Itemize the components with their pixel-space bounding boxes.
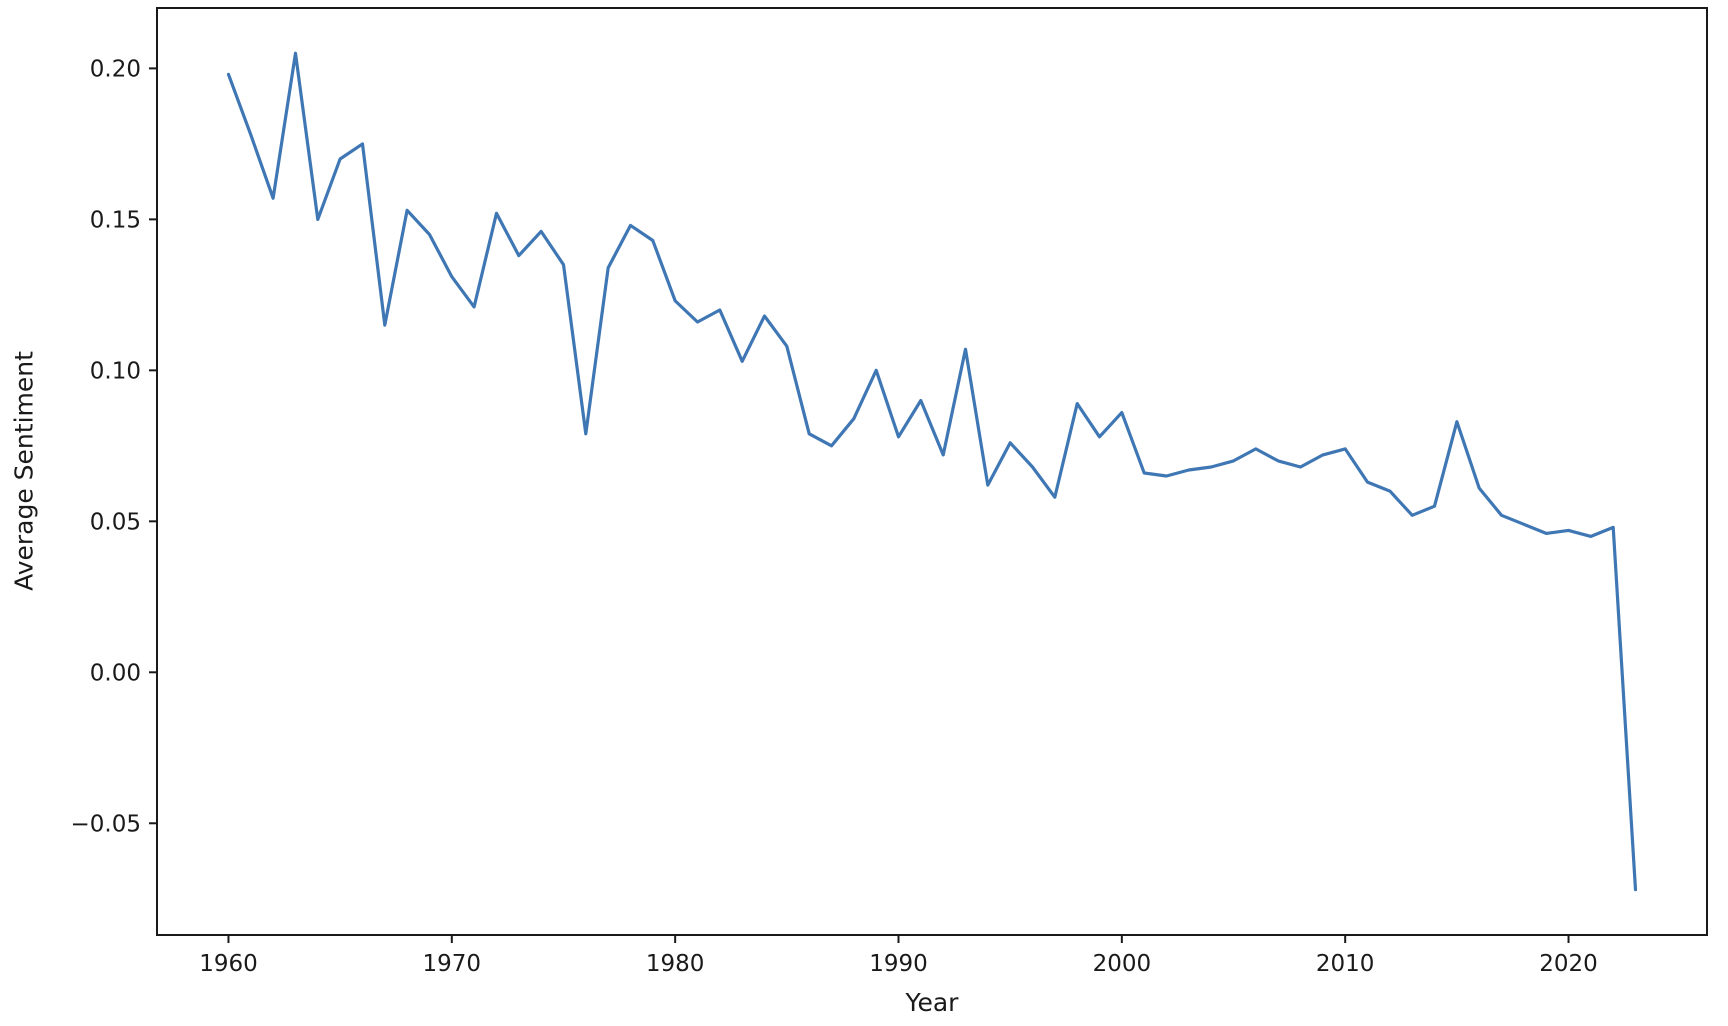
y-tick-label: 0.20 bbox=[90, 56, 141, 82]
y-tick-label: 0.15 bbox=[90, 207, 141, 233]
x-tick-label: 2020 bbox=[1539, 951, 1598, 977]
x-tick-label: 2000 bbox=[1093, 951, 1152, 977]
y-tick-label: −0.05 bbox=[71, 811, 141, 837]
x-tick-label: 1990 bbox=[869, 951, 928, 977]
y-tick-label: 0.05 bbox=[90, 509, 141, 535]
x-tick-label: 1980 bbox=[646, 951, 705, 977]
x-tick-label: 2010 bbox=[1316, 951, 1375, 977]
x-axis-title: Year bbox=[905, 988, 959, 1017]
axes-frame bbox=[156, 7, 1708, 936]
y-tick-label: 0.10 bbox=[90, 358, 141, 384]
y-axis-title: Average Sentiment bbox=[9, 351, 39, 591]
average-sentiment-line bbox=[226, 51, 1638, 892]
plot-area: 1960 1970 1980 1990 2000 2010 2020 −0.05 0.00 0.0… bbox=[71, 7, 1708, 977]
y-tick-label: 0.00 bbox=[90, 660, 141, 686]
x-tick-label: 1970 bbox=[423, 951, 482, 977]
x-tick-label: 1960 bbox=[199, 951, 258, 977]
